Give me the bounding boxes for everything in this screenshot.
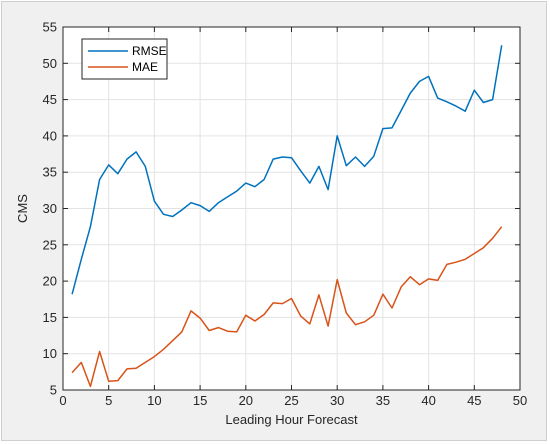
y-tick-label: 15: [43, 310, 57, 325]
y-tick-label: 35: [43, 165, 57, 180]
x-ticks: 0 5 10 15 20 25 30 35 40 45 50: [59, 27, 527, 408]
y-tick-label: 20: [43, 274, 57, 289]
x-tick-label: 5: [105, 393, 112, 408]
legend: RMSE MAE: [81, 38, 168, 80]
x-tick-label: 50: [513, 393, 527, 408]
x-tick-label: 35: [376, 393, 390, 408]
x-tick-label: 10: [147, 393, 161, 408]
x-tick-label: 20: [239, 393, 253, 408]
x-tick-label: 45: [467, 393, 481, 408]
x-tick-label: 15: [193, 393, 207, 408]
y-tick-label: 45: [43, 92, 57, 107]
y-tick-label: 25: [43, 237, 57, 252]
y-tick-label: 5: [50, 383, 57, 398]
x-tick-label: 0: [59, 393, 66, 408]
series-line-mae: [71, 226, 503, 388]
x-axis-title: Leading Hour Forecast: [225, 412, 358, 427]
x-tick-label: 30: [330, 393, 344, 408]
legend-box: [81, 38, 168, 80]
y-tick-label: 10: [43, 346, 57, 361]
x-tick-label: 25: [284, 393, 298, 408]
x-tick-label: 40: [421, 393, 435, 408]
legend-label-mae: MAE: [132, 60, 158, 74]
series-lines: [71, 45, 503, 388]
y-tick-label: 50: [43, 56, 57, 71]
legend-label-rmse: RMSE: [132, 44, 167, 58]
y-tick-label: 55: [43, 20, 57, 35]
y-ticks: 5 10 15 20 25 30 35 40 45 50 55: [43, 20, 520, 398]
y-tick-label: 40: [43, 128, 57, 143]
series-line-rmse: [71, 45, 503, 295]
y-tick-label: 30: [43, 201, 57, 216]
y-axis-title: CMS: [15, 194, 30, 223]
